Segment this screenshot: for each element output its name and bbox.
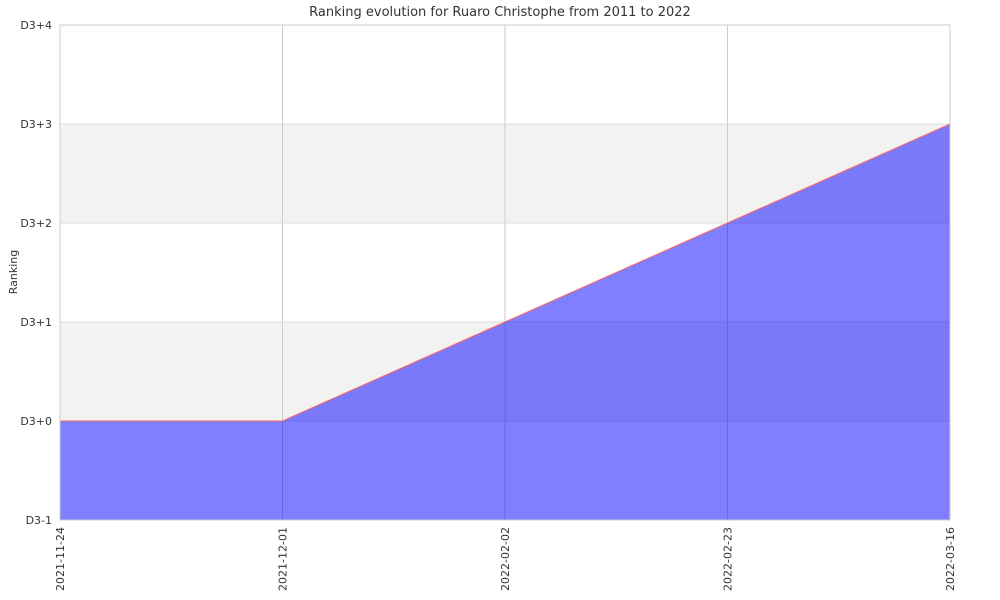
plot-border — [59, 24, 951, 521]
y-tick-label: D3+4 — [20, 19, 52, 32]
x-tick-labels: 2021-11-24 2021-12-01 2022-02-02 2022-02-23… — [54, 527, 957, 591]
x-tick-label: 2022-02-23 — [722, 527, 735, 591]
y-tick-label: D3-1 — [26, 514, 52, 527]
y-tick-label: D3+1 — [20, 316, 52, 329]
y-axis-label: Ranking — [7, 250, 20, 295]
y-tick-labels: D3-1 D3+0 D3+1 D3+2 D3+3 D3+4 — [20, 19, 52, 527]
x-tick-label: 2021-12-01 — [277, 527, 290, 591]
series-line — [60, 123, 951, 422]
y-tick-label: D3+2 — [20, 217, 52, 230]
chart-title: Ranking evolution for Ruaro Christophe f… — [309, 5, 691, 20]
x-tick-label: 2022-03-16 — [944, 527, 957, 591]
series-line — [60, 123, 951, 422]
x-tick-label: 2022-02-02 — [499, 527, 512, 591]
y-tick-label: D3+3 — [20, 118, 52, 131]
y-tick-label: D3+0 — [20, 415, 52, 428]
x-tick-label: 2021-11-24 — [54, 527, 67, 591]
